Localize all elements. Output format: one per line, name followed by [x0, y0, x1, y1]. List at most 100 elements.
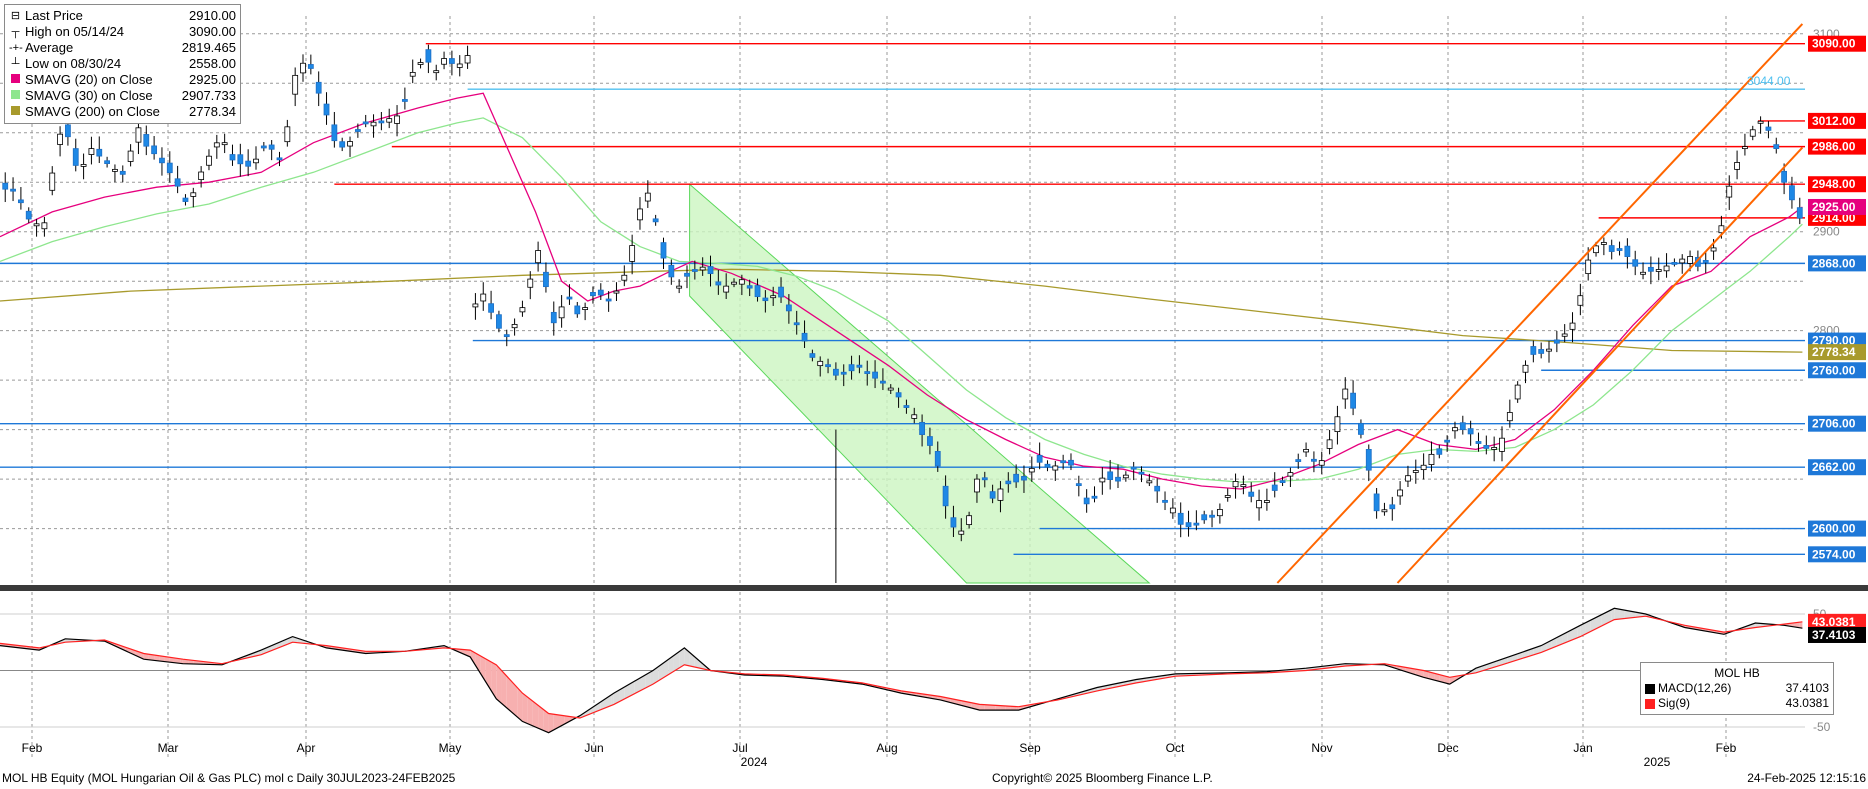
candle-body [1185, 522, 1192, 528]
macd-fill [182, 659, 189, 664]
candle-body [1397, 489, 1404, 497]
month-tick-label: Jul [732, 741, 747, 755]
candle-body [1765, 126, 1772, 131]
legend-row-sma30: SMAVG (30) on Close 2907.733 [9, 88, 236, 104]
candle-body [323, 103, 330, 116]
candle-body [339, 141, 346, 148]
macd-fill [700, 661, 706, 670]
legend-value: 2558.00 [189, 56, 236, 71]
level-label-box [1808, 520, 1866, 537]
candle-body [1702, 260, 1709, 263]
candle-body [104, 160, 110, 164]
macd-value-label: 43.0381 [1812, 615, 1856, 629]
candle-body [1021, 476, 1027, 481]
candle-body [1679, 258, 1686, 264]
candle-body [1522, 364, 1529, 373]
macd-fill [1428, 671, 1435, 680]
candle-body [159, 157, 165, 164]
candle-body [378, 120, 385, 124]
macd-fill [1528, 648, 1534, 657]
month-tick-label: Oct [1166, 741, 1185, 755]
macd-fill [639, 675, 646, 691]
macd-fill [694, 656, 701, 669]
macd-fill [120, 645, 126, 651]
month-tick-label: Feb [1716, 741, 1737, 755]
candle-body [417, 62, 424, 65]
month-tick-label: Nov [1311, 741, 1332, 755]
candle-body [80, 164, 87, 167]
macd-fill [976, 703, 980, 711]
candle-body [817, 360, 824, 367]
macd-fill [629, 681, 635, 697]
candle-body [1593, 245, 1599, 254]
macd-fill [527, 697, 533, 726]
month-tick-label: Sep [1019, 741, 1041, 755]
uptrend-channel-upper [1276, 23, 1804, 584]
candle-body [127, 150, 134, 162]
macd-fill [496, 664, 502, 704]
footer-security: MOL HB Equity (MOL Hungarian Oil & Gas P… [2, 771, 456, 785]
low-marker-icon: ┴ [11, 58, 20, 70]
candle-body [17, 199, 24, 204]
macd-fill [1016, 706, 1019, 711]
year-tick-label: 2025 [1644, 755, 1671, 769]
candle-body [958, 530, 965, 535]
level-label: 2790.00 [1812, 334, 1856, 348]
candle-body [1068, 459, 1074, 466]
macd-fill [1533, 646, 1539, 655]
sma20-line [0, 92, 1803, 490]
signal-line [0, 615, 1803, 719]
macd-fill [1577, 625, 1581, 638]
level-label: 2662.00 [1812, 460, 1856, 474]
level-label: 2986.00 [1812, 140, 1856, 154]
candle-body [33, 223, 40, 227]
macd-fill [1434, 673, 1440, 682]
legend-value: 3090.00 [189, 24, 236, 39]
candle-body [1514, 384, 1521, 400]
candle-body [1075, 483, 1082, 487]
candle-body [1608, 245, 1615, 252]
candle-body [590, 292, 596, 297]
candle-body [864, 371, 871, 374]
candle-body [1365, 449, 1372, 471]
candle-body [707, 266, 714, 275]
candle-body [1216, 509, 1223, 517]
candle-body [754, 285, 761, 298]
candle-body [911, 414, 918, 419]
candle-body [276, 157, 283, 161]
candle-body [950, 517, 957, 528]
candle-body [1600, 242, 1607, 245]
candle-body [488, 303, 494, 313]
sma200-swatch-icon [11, 106, 20, 115]
candle-body [307, 64, 314, 69]
candle-body [1506, 412, 1513, 422]
level-label: 3044.00 [1747, 74, 1791, 88]
macd-fill [1590, 617, 1597, 632]
macd-fill [159, 655, 165, 662]
candle-body [449, 58, 455, 64]
candle-body [770, 295, 777, 299]
candle-body [1546, 348, 1552, 352]
macd-fill [1556, 634, 1563, 647]
macd-legend: MOL HB MACD(12,26) 37.4103 Sig(9) 43.0381 [1640, 662, 1834, 715]
footer-copyright: Copyright© 2025 Bloomberg Finance L.P. [992, 771, 1213, 785]
macd-value-label-box [1808, 626, 1866, 643]
candle-body [1342, 388, 1349, 400]
candle-body [72, 148, 79, 166]
macd-fill [522, 693, 528, 724]
candle-body [1436, 448, 1443, 455]
macd-fill [543, 709, 549, 733]
candle-body [1326, 439, 1333, 449]
candle-body [119, 170, 126, 175]
macd-tick-label: -50 [1813, 720, 1831, 734]
candle-body [315, 81, 322, 94]
candle-body [213, 142, 220, 148]
candle-body [96, 148, 103, 157]
candle-body [1483, 445, 1490, 449]
candle-body [1091, 495, 1098, 499]
candle-body [1350, 392, 1356, 409]
sma200-line [0, 268, 1803, 353]
candle-body [2, 182, 9, 190]
candle-body [1169, 507, 1176, 514]
candle-body [135, 127, 142, 143]
